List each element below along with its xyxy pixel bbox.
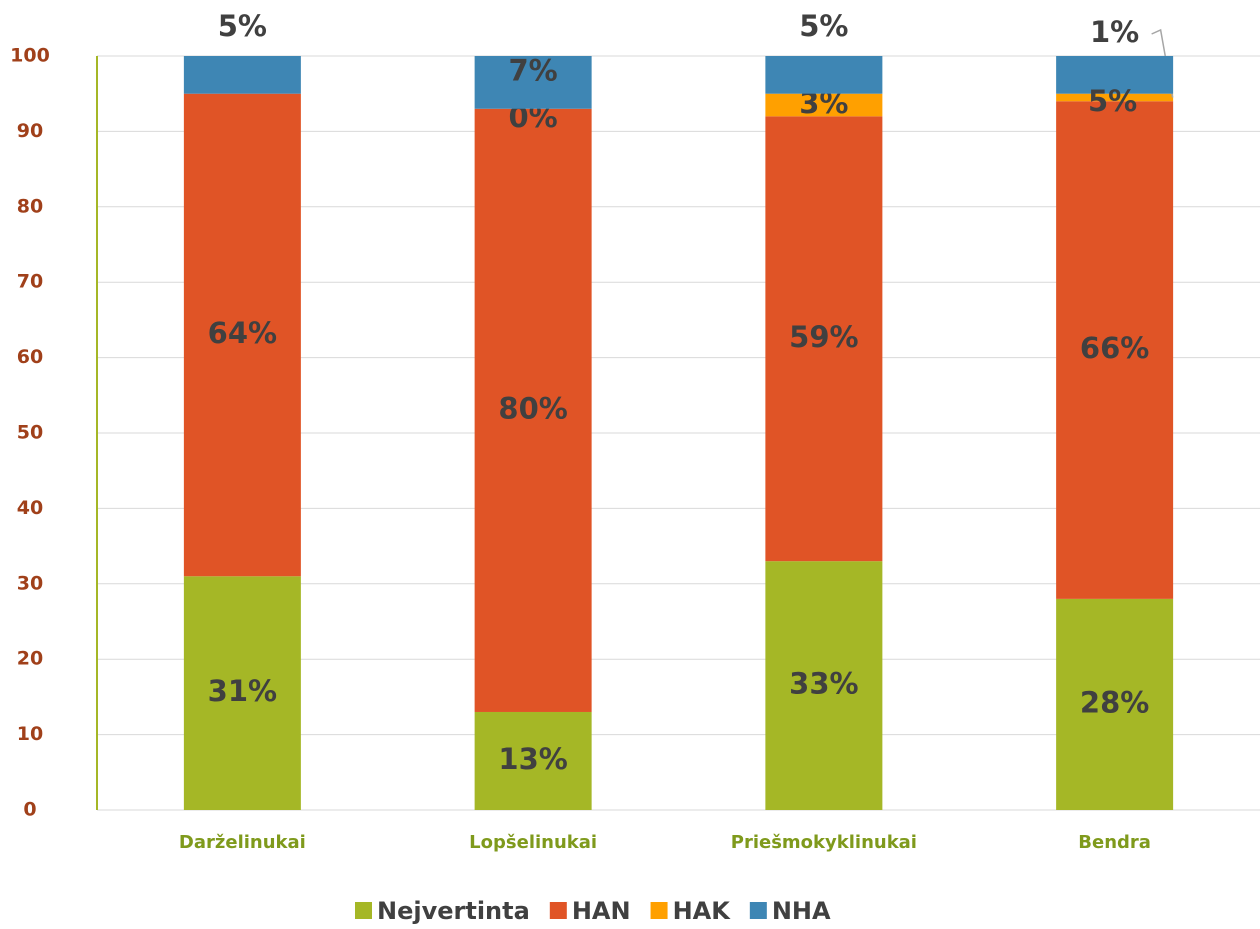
legend-label: Nejvertinta <box>377 897 530 925</box>
data-label: 64% <box>208 316 277 350</box>
legend-swatch <box>355 902 372 919</box>
legend-label: HAK <box>673 897 732 925</box>
data-label: 5% <box>1088 84 1137 118</box>
y-tick-label: 20 <box>17 648 43 670</box>
data-label: 59% <box>789 320 858 354</box>
data-label: 5% <box>218 9 267 43</box>
legend-label: NHA <box>772 897 831 925</box>
bar-segment <box>183 56 301 94</box>
y-tick-label: 30 <box>17 572 43 594</box>
y-tick-label: 40 <box>17 497 43 519</box>
bar-segment <box>1056 101 1174 599</box>
bar-segment <box>765 56 883 94</box>
bar-segment <box>1056 93 1174 102</box>
bar-segment <box>765 116 883 562</box>
x-tick-label: Bendra <box>1078 832 1151 853</box>
data-label: 7% <box>509 53 558 87</box>
data-label: 66% <box>1080 331 1149 365</box>
y-tick-label: 90 <box>17 120 43 142</box>
data-label: 31% <box>208 674 277 708</box>
y-tick-label: 10 <box>17 723 43 745</box>
data-label: 5% <box>799 9 848 43</box>
data-label: 28% <box>1080 685 1149 719</box>
bar-segment <box>474 711 592 810</box>
bar-segment <box>765 93 883 117</box>
bar-segment <box>183 93 301 577</box>
data-label: 13% <box>498 742 567 776</box>
y-tick-label: 80 <box>17 195 43 217</box>
x-tick-label: Priešmokyklinukai <box>731 832 917 853</box>
y-tick-label: 0 <box>23 799 36 821</box>
legend-swatch <box>650 902 668 919</box>
y-tick-label: 100 <box>10 45 50 67</box>
data-label: 80% <box>498 391 567 425</box>
x-tick-label: Lopšelinukai <box>469 832 597 853</box>
bar-segment <box>474 56 592 109</box>
legend-swatch <box>549 902 567 919</box>
x-tick-label: Darželinukai <box>179 832 306 853</box>
y-tick-label: 60 <box>17 346 43 368</box>
data-label: 1% <box>1090 15 1139 49</box>
legend-swatch <box>749 902 767 919</box>
bar-segment <box>1056 598 1174 810</box>
y-tick-label: 50 <box>17 422 43 444</box>
y-tick-label: 70 <box>17 271 43 293</box>
data-label: 33% <box>789 667 858 701</box>
legend-label: HAN <box>572 897 631 925</box>
bar-segment <box>474 108 592 712</box>
bar-segment <box>1056 56 1174 94</box>
bar-segment <box>183 576 301 810</box>
bar-segment <box>765 561 883 810</box>
